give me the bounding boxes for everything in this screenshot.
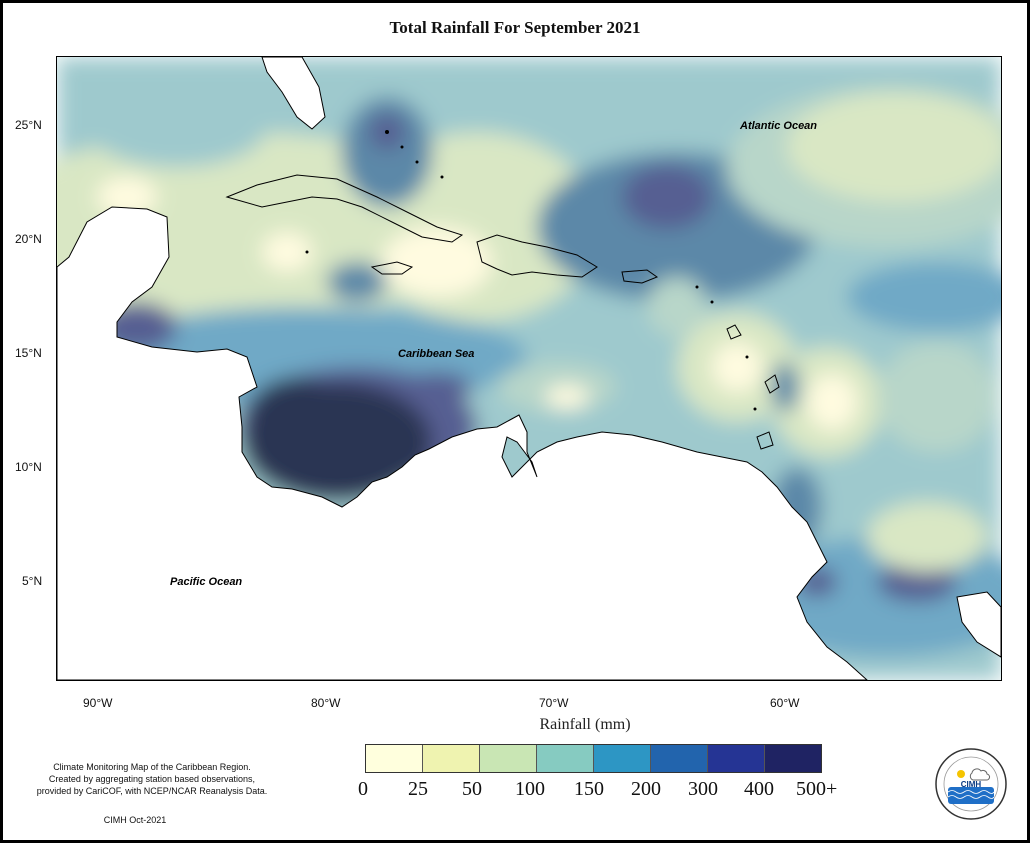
land-south-central-america (57, 206, 868, 680)
axis-title: Rainfall (mm) (539, 716, 631, 733)
legend-swatch-4 (594, 745, 651, 772)
lat-label-20: 20°N (15, 232, 42, 246)
legend-swatch-0 (366, 745, 423, 772)
island-puerto-rico (621, 269, 659, 284)
legend-colorbar (365, 744, 822, 773)
lon-label-80: 80°W (311, 696, 341, 710)
label-pacific-ocean: Pacific Ocean (170, 576, 243, 588)
legend-swatch-3 (537, 745, 594, 772)
rainfall-map: Atlantic Ocean Caribbean Sea Pacific Oce… (56, 56, 1002, 681)
small-islands (305, 130, 757, 411)
water-icon (948, 787, 994, 804)
sun-icon (957, 770, 965, 778)
map-title: Total Rainfall For September 2021 (389, 18, 641, 37)
cimh-logo: CIMH (935, 748, 1007, 820)
island-outlines (225, 174, 780, 450)
lon-label-90: 90°W (83, 696, 113, 710)
island-martinique (726, 324, 742, 340)
field-guiana-core (877, 562, 957, 602)
rainfall-field (57, 57, 1001, 680)
legend-label-300: 300 (688, 778, 718, 800)
field-stvincent (771, 362, 799, 412)
land-masses (57, 57, 1001, 680)
legend-swatch-6 (708, 745, 765, 772)
legend-label-150: 150 (574, 778, 604, 800)
field-barbados-min (807, 374, 857, 430)
island-stlucia (764, 374, 780, 394)
field-cuba-min (382, 227, 492, 297)
field-guadeloupe (647, 277, 707, 337)
legend-swatch-7 (765, 745, 821, 772)
legend-label-50: 50 (462, 778, 482, 800)
legend-label-200: 200 (631, 778, 661, 800)
island-cuba (225, 174, 464, 243)
land-french-guiana (956, 591, 1001, 658)
legend-swatch-5 (651, 745, 708, 772)
label-atlantic-ocean: Atlantic Ocean (740, 120, 818, 132)
legend-label-100: 100 (515, 778, 545, 800)
field-yucatan-min (262, 232, 312, 272)
field-bahamas-dark (342, 97, 432, 207)
legend-label-0: 0 (358, 778, 368, 800)
land-florida (261, 57, 326, 130)
field-sw-edge (402, 372, 472, 402)
cloud-icon (969, 768, 991, 781)
lat-label-10: 10°N (15, 460, 42, 474)
credit-text: CIMH Oct-2021 (103, 815, 167, 825)
legend-swatch-1 (423, 745, 480, 772)
field-antilles-min (712, 342, 762, 392)
field-atlantic-core (622, 165, 712, 229)
logo-text: CIMH (961, 780, 982, 789)
island-jamaica (370, 261, 414, 275)
label-caribbean-sea: Caribbean Sea (398, 348, 475, 360)
lat-label-5: 5°N (22, 574, 43, 588)
legend-swatch-2 (480, 745, 537, 772)
legend-label-500-plus: 500+ (796, 778, 838, 800)
legend-label-25: 25 (408, 778, 428, 800)
lat-label-15: 15°N (15, 346, 42, 360)
island-trinidad (756, 431, 774, 450)
lon-label-70: 70°W (539, 696, 569, 710)
legend-label-400: 400 (744, 778, 774, 800)
field-ne-lighter (787, 92, 1001, 202)
field-cayman (327, 262, 387, 302)
field-abc-min (545, 385, 589, 409)
island-hispaniola (476, 234, 598, 278)
field-e-mid (847, 262, 1001, 332)
map-note: Climate Monitoring Map of the Caribbean … (22, 761, 282, 797)
lat-label-25: 25°N (15, 118, 42, 132)
note-line-3: provided by CariCOF, with NCEP/NCAR Rean… (36, 786, 268, 796)
note-line-1: Climate Monitoring Map of the Caribbean … (53, 762, 251, 772)
field-guiana-light (867, 502, 987, 572)
lon-label-60: 60°W (770, 696, 800, 710)
field-sw-core (247, 377, 347, 457)
field-gulf-mid (87, 87, 267, 167)
note-line-2: Created by aggregating station based obs… (48, 774, 256, 784)
field-e-light (877, 342, 997, 452)
